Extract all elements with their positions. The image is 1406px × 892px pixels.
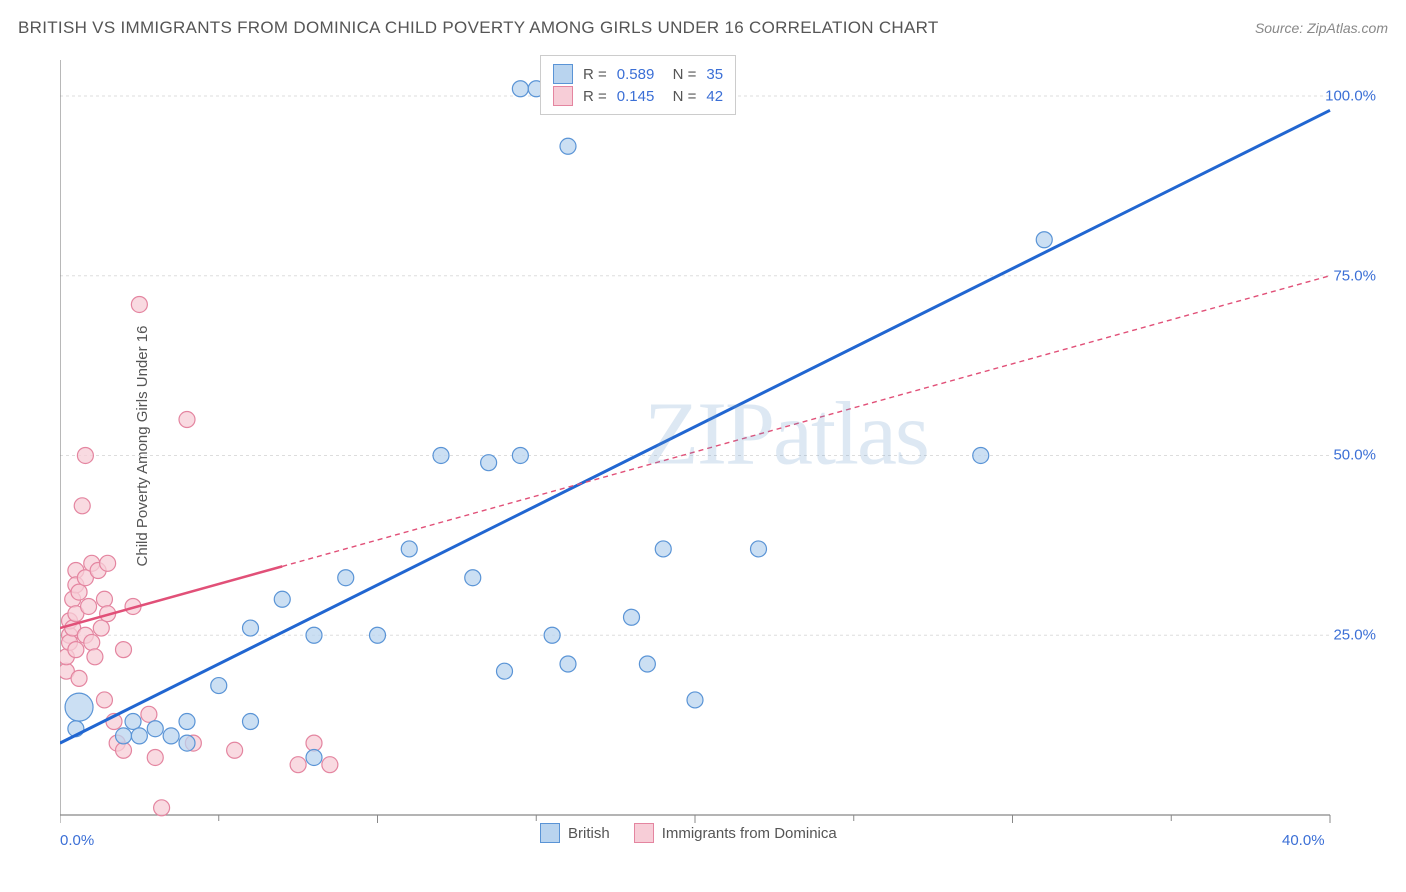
legend-item-dominica: Immigrants from Dominica xyxy=(634,823,837,843)
r-label: R = xyxy=(583,66,607,83)
legend-swatch-british xyxy=(540,823,560,843)
n-value-dominica: 42 xyxy=(706,88,723,105)
n-label: N = xyxy=(664,88,696,105)
r-value-british: 0.589 xyxy=(617,66,655,83)
legend-label-british: British xyxy=(568,825,610,842)
chart-plot-area: R = 0.589 N = 35 R = 0.145 N = 42 ZIPatl… xyxy=(60,55,1380,845)
swatch-british xyxy=(553,64,573,84)
x-tick-label: 40.0% xyxy=(1282,832,1325,849)
legend-item-british: British xyxy=(540,823,610,843)
y-tick-label: 25.0% xyxy=(1333,627,1376,644)
chart-header: BRITISH VS IMMIGRANTS FROM DOMINICA CHIL… xyxy=(18,18,1388,38)
x-tick-label: 0.0% xyxy=(60,832,94,849)
series-legend: British Immigrants from Dominica xyxy=(540,823,837,843)
y-tick-label: 100.0% xyxy=(1325,87,1376,104)
legend-swatch-dominica xyxy=(634,823,654,843)
legend-label-dominica: Immigrants from Dominica xyxy=(662,825,837,842)
correlation-row-dominica: R = 0.145 N = 42 xyxy=(553,86,723,106)
correlation-row-british: R = 0.589 N = 35 xyxy=(553,64,723,84)
correlation-legend: R = 0.589 N = 35 R = 0.145 N = 42 xyxy=(540,55,736,115)
swatch-dominica xyxy=(553,86,573,106)
chart-source: Source: ZipAtlas.com xyxy=(1255,20,1388,36)
y-tick-label: 50.0% xyxy=(1333,447,1376,464)
chart-svg xyxy=(60,55,1380,845)
y-tick-label: 75.0% xyxy=(1333,267,1376,284)
n-value-british: 35 xyxy=(706,66,723,83)
r-label: R = xyxy=(583,88,607,105)
chart-title: BRITISH VS IMMIGRANTS FROM DOMINICA CHIL… xyxy=(18,18,939,38)
n-label: N = xyxy=(664,66,696,83)
r-value-dominica: 0.145 xyxy=(617,88,655,105)
